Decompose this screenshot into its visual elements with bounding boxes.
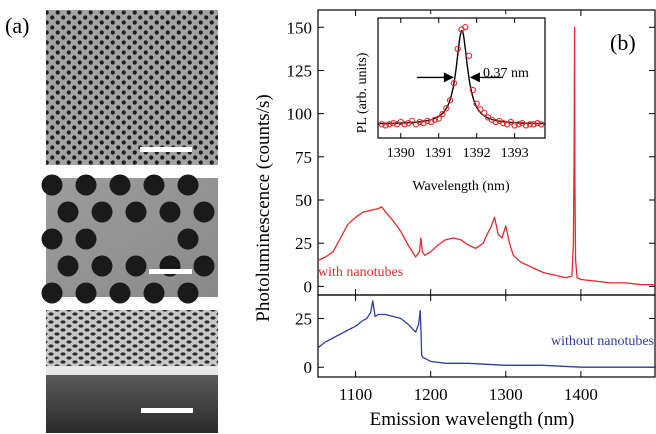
- air-hole: [91, 255, 113, 277]
- x-tick-label: 1100: [339, 385, 372, 404]
- y-tick-label: 25: [295, 309, 312, 328]
- fwhm-annotation: 0.37 nm: [483, 66, 529, 81]
- inset-data-point: [526, 121, 533, 128]
- inset-data-point: [534, 119, 541, 127]
- scale-bar: [141, 408, 193, 413]
- air-hole: [177, 228, 199, 250]
- inset-y-label: PL (arb. units): [355, 52, 370, 133]
- legend-without-nanotubes: without nanotubes: [551, 334, 654, 349]
- y-tick-label: 25: [295, 234, 312, 253]
- inset-x-tick-label: 1393: [501, 146, 529, 161]
- inset-data-point: [431, 116, 439, 123]
- inset-data-point: [469, 86, 477, 94]
- x-tick-label: 1300: [489, 385, 523, 404]
- inset-data-point: [465, 52, 473, 59]
- inset-data-point: [446, 97, 454, 104]
- inset-data-point: [473, 100, 480, 107]
- air-hole: [193, 201, 215, 223]
- inset-x-tick-label: 1390: [387, 146, 415, 161]
- plot-frame-lower: [317, 294, 656, 378]
- sem-image-tilted: [46, 310, 218, 433]
- panel-a: (a): [5, 10, 218, 433]
- x-axis-label: Emission wavelength (nm): [370, 409, 575, 430]
- inset-plot: 1390 1391 1392 1393 Wavelength (nm) PL (arb…: [355, 14, 547, 194]
- inset-data-point: [477, 106, 484, 113]
- inset-data-point: [522, 122, 530, 129]
- scale-bar: [149, 269, 192, 274]
- air-hole: [75, 228, 97, 250]
- inset-data-point: [378, 121, 385, 128]
- air-hole: [75, 174, 97, 196]
- x-tick-label: 1400: [564, 385, 598, 404]
- inset-data-point: [386, 121, 393, 128]
- inset-data-point: [481, 109, 488, 117]
- inset-data-point: [424, 117, 431, 125]
- inset-data-point: [454, 45, 461, 53]
- air-hole: [57, 255, 79, 277]
- air-hole: [159, 201, 181, 223]
- inset-data-point: [515, 121, 522, 128]
- sem-image-cavity-zoom: [41, 174, 218, 304]
- inset-data-point: [416, 118, 423, 126]
- fwhm-arrowhead-left: [443, 72, 454, 83]
- inset-data-point: [435, 115, 442, 122]
- y-tick-label: 150: [287, 18, 313, 37]
- air-hole: [41, 228, 63, 250]
- inset-data-point: [511, 122, 518, 129]
- air-hole: [143, 174, 165, 196]
- x-tick-label: 1200: [414, 385, 448, 404]
- inset-data-point: [390, 119, 397, 127]
- air-hole: [125, 201, 147, 223]
- air-hole: [177, 174, 199, 196]
- air-hole: [109, 174, 131, 196]
- inset-data-point: [443, 105, 450, 112]
- y-tick-label: 75: [295, 148, 312, 167]
- inset-data-point: [409, 117, 416, 125]
- inset-data-point: [382, 122, 389, 129]
- sem-image-top: [46, 10, 218, 165]
- air-hole: [177, 282, 199, 304]
- y-tick-label: 50: [295, 191, 312, 210]
- air-hole: [41, 282, 63, 304]
- inset-data-point: [492, 118, 499, 126]
- air-hole: [109, 282, 131, 304]
- inset-data-point: [450, 79, 458, 87]
- air-hole: [125, 255, 147, 277]
- panel-b-label: (b): [610, 30, 636, 55]
- panel-a-label: (a): [5, 13, 29, 38]
- inset-x-tick-label: 1392: [463, 146, 491, 161]
- scale-bar: [140, 147, 192, 152]
- air-hole: [57, 201, 79, 223]
- air-hole: [75, 282, 97, 304]
- y-tick-label: 0: [304, 358, 313, 377]
- legend-with-nanotubes: with nanotubes: [318, 265, 403, 280]
- fwhm-arrowhead-right: [469, 72, 480, 83]
- inset-data-point: [507, 118, 514, 126]
- inset-x-tick-label: 1391: [425, 146, 453, 161]
- inset-frame: [377, 17, 546, 139]
- inset-data-point: [462, 23, 469, 31]
- air-hole: [193, 255, 215, 277]
- inset-x-label: Wavelength (nm): [412, 179, 510, 194]
- inset-data-point: [500, 119, 507, 127]
- air-hole: [91, 201, 113, 223]
- air-hole: [41, 174, 63, 196]
- inset-data-point: [530, 121, 537, 128]
- inset-data-point: [538, 121, 545, 128]
- y-tick-label: 100: [287, 105, 313, 124]
- y-tick-label: 0: [304, 277, 313, 296]
- series-line-without-nanotubes: [317, 300, 656, 368]
- y-axis-label: Photoluminescence (counts/s): [253, 94, 274, 321]
- series-line-with-nanotubes: [317, 26, 656, 286]
- y-tick-label: 125: [287, 61, 313, 80]
- inset-data-point: [401, 121, 408, 128]
- inset-data-point: [439, 110, 446, 118]
- air-hole: [143, 282, 165, 304]
